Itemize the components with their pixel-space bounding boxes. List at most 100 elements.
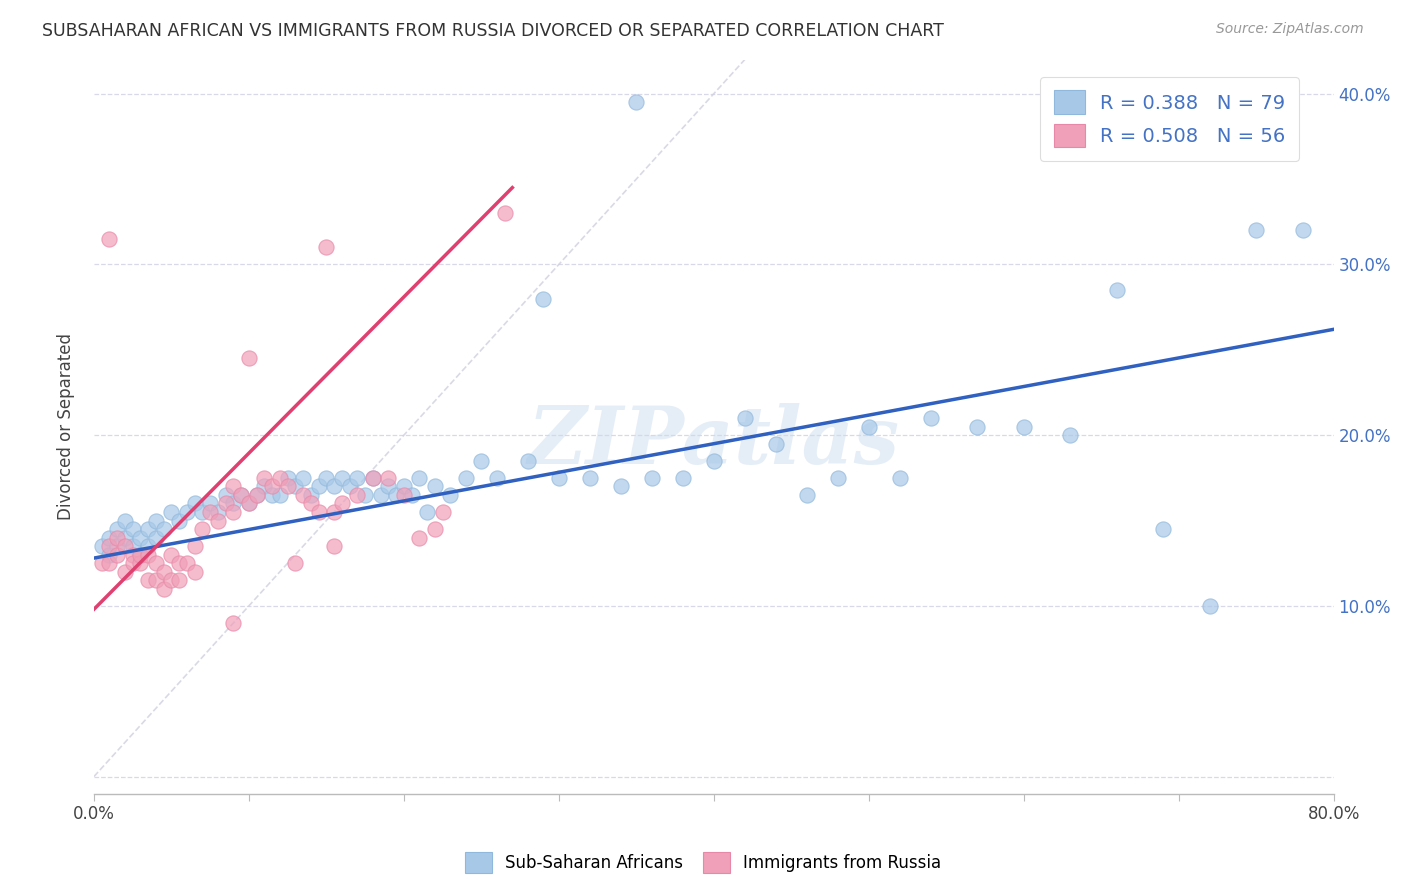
Point <box>454 471 477 485</box>
Point <box>145 514 167 528</box>
Point <box>105 531 128 545</box>
Point <box>432 505 454 519</box>
Text: Source: ZipAtlas.com: Source: ZipAtlas.com <box>1216 22 1364 37</box>
Point <box>105 548 128 562</box>
Point <box>408 471 430 485</box>
Point <box>330 471 353 485</box>
Point <box>827 471 849 485</box>
Point <box>315 240 337 254</box>
Point <box>176 556 198 570</box>
Point <box>401 488 423 502</box>
Point <box>423 479 446 493</box>
Point <box>145 556 167 570</box>
Point <box>238 351 260 366</box>
Text: ZIPatlas: ZIPatlas <box>527 402 900 480</box>
Point <box>207 505 229 519</box>
Point <box>98 556 121 570</box>
Point <box>416 505 439 519</box>
Point <box>222 615 245 630</box>
Point <box>889 471 911 485</box>
Point <box>114 565 136 579</box>
Point <box>136 574 159 588</box>
Point <box>98 531 121 545</box>
Point <box>98 548 121 562</box>
Point <box>1059 428 1081 442</box>
Point <box>145 531 167 545</box>
Point <box>167 514 190 528</box>
Point <box>672 471 695 485</box>
Point <box>734 411 756 425</box>
Point <box>531 292 554 306</box>
Point <box>167 556 190 570</box>
Point <box>167 574 190 588</box>
Point <box>90 556 112 570</box>
Point <box>284 556 307 570</box>
Point <box>323 505 346 519</box>
Point <box>1105 283 1128 297</box>
Point <box>121 556 143 570</box>
Point <box>183 565 205 579</box>
Point <box>292 488 315 502</box>
Point <box>578 471 600 485</box>
Point <box>90 539 112 553</box>
Y-axis label: Divorced or Separated: Divorced or Separated <box>58 333 75 520</box>
Point <box>238 496 260 510</box>
Point <box>105 522 128 536</box>
Point <box>152 565 174 579</box>
Point <box>136 539 159 553</box>
Point <box>246 488 269 502</box>
Point <box>1291 223 1313 237</box>
Point <box>1244 223 1267 237</box>
Point <box>238 496 260 510</box>
Point <box>1152 522 1174 536</box>
Point <box>114 539 136 553</box>
Point <box>176 505 198 519</box>
Point <box>129 548 152 562</box>
Point <box>114 514 136 528</box>
Point <box>152 582 174 596</box>
Point <box>129 548 152 562</box>
Point <box>114 531 136 545</box>
Point <box>796 488 818 502</box>
Point <box>626 95 648 110</box>
Point <box>299 496 322 510</box>
Point <box>145 574 167 588</box>
Point <box>330 496 353 510</box>
Point <box>284 479 307 493</box>
Point <box>361 471 384 485</box>
Point <box>269 471 291 485</box>
Point <box>308 479 330 493</box>
Point <box>269 488 291 502</box>
Point <box>392 488 415 502</box>
Point <box>222 479 245 493</box>
Point <box>214 496 236 510</box>
Point <box>377 479 399 493</box>
Point <box>160 505 183 519</box>
Point <box>136 522 159 536</box>
Point <box>231 488 253 502</box>
Point <box>346 488 368 502</box>
Point <box>547 471 569 485</box>
Point <box>98 232 121 246</box>
Point <box>183 539 205 553</box>
Point <box>129 556 152 570</box>
Point <box>214 488 236 502</box>
Point <box>1012 419 1035 434</box>
Point <box>277 471 299 485</box>
Point <box>98 539 121 553</box>
Point <box>198 505 221 519</box>
Point <box>392 479 415 493</box>
Point <box>191 522 214 536</box>
Point <box>516 454 538 468</box>
Point <box>246 488 269 502</box>
Point <box>765 436 787 450</box>
Point <box>207 514 229 528</box>
Point <box>121 548 143 562</box>
Point <box>183 496 205 510</box>
Point <box>370 488 392 502</box>
Point <box>277 479 299 493</box>
Point <box>610 479 633 493</box>
Point <box>439 488 461 502</box>
Point <box>262 479 284 493</box>
Point <box>703 454 725 468</box>
